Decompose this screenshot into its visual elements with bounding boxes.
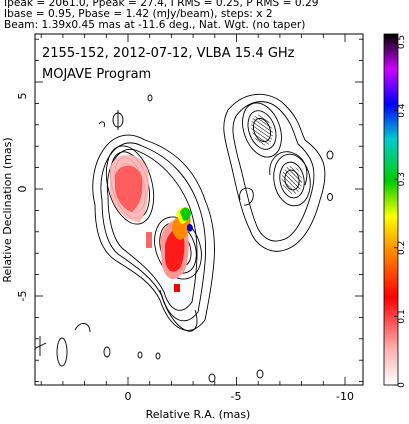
beam-ellipse [35,336,47,356]
polarization-patches [110,154,193,292]
x-tick-neg10: -10 [336,390,354,403]
colorbar-tick-label: 0.4 [397,103,407,118]
x-tick-0: 0 [125,390,132,403]
map-content [35,93,334,383]
minor-contours [56,94,334,383]
colorbar-tick-label: 0.1 [397,309,407,323]
y-tick-neg5: -5 [16,291,29,302]
header-line-peak: Ipeak = 2061.0, Ppeak = 27.4, I RMS = 0.… [4,0,319,9]
colorbar-tick-label: 0 [397,382,407,388]
colorbar [383,33,399,386]
y-tick-0: 0 [16,186,29,193]
colorbar-tick-label: 0.5 [397,35,407,49]
header-line-base: Ibase = 0.95, Pbase = 1.42 (mJy/beam), s… [4,8,273,20]
plot-subtitle: MOJAVE Program [42,67,151,82]
x-axis-label: Relative R.A. (mas) [146,408,251,421]
header-line-beam: Beam: 1.39x0.45 mas at -11.6 deg., Nat. … [4,19,306,31]
x-tick-neg5: -5 [231,390,242,403]
y-tick-5: 5 [16,93,29,100]
colorbar-tick-label: 0.3 [397,172,407,186]
vector-region-2 [281,166,303,194]
plot-title: 2155-152, 2012-07-12, VLBA 15.4 GHz [42,46,295,61]
vector-region-1 [251,114,273,146]
y-axis-label: Relative Declination (mas) [1,137,14,282]
axis-ticks [35,34,363,385]
colorbar-ticks: 0.5 0.4 0.3 0.2 0.1 0 [394,35,407,388]
plot-frame [34,33,364,386]
colorbar-tick-label: 0.2 [397,241,407,255]
